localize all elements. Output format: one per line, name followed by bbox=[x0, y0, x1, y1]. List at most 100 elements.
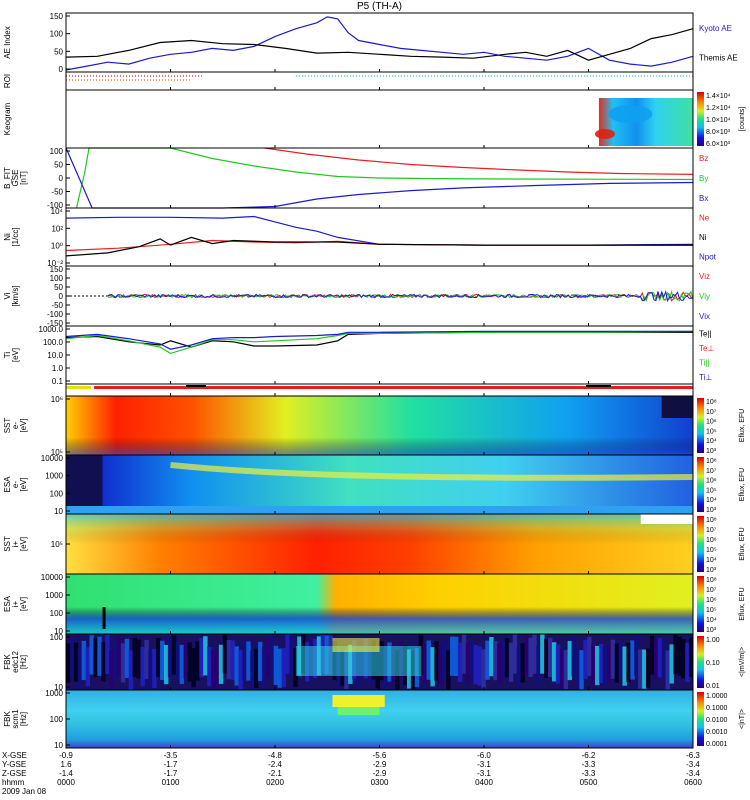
fbk-edc12-stripe bbox=[434, 641, 439, 681]
colorbar-tick-fbk_s: 1.0000 bbox=[706, 693, 728, 700]
fbk-edc12-stripe bbox=[622, 646, 627, 686]
ylabel-bfit: GSE bbox=[11, 170, 20, 187]
fbk-edc12-stripe bbox=[101, 642, 106, 682]
colorbar-tick-sst_e: 10³ bbox=[706, 448, 717, 455]
ti-series-ti bbox=[65, 330, 693, 350]
colorbar-fbk_e bbox=[697, 636, 704, 688]
ylabel-ni: [1/cc] bbox=[11, 227, 20, 246]
mode-bar-marker bbox=[586, 385, 611, 387]
ylabel-fbk_s: scm1 bbox=[11, 709, 20, 729]
fbk-edc12-stripe bbox=[207, 646, 212, 687]
fbk-edc12-stripe bbox=[457, 642, 463, 683]
colorbar-tick-esa_e: 10⁵ bbox=[706, 487, 717, 494]
fbk-edc12-stripe bbox=[634, 636, 639, 676]
ytick-fbk_s: 1000 bbox=[45, 689, 63, 698]
mode-bar-fast bbox=[94, 386, 693, 389]
ylabel-sst_e: e- bbox=[11, 422, 20, 429]
colorbar-label-esa_e: Eflux, EFU bbox=[739, 468, 746, 501]
panel-frame-ni bbox=[65, 207, 694, 267]
fbk-edc12-stripe bbox=[156, 637, 161, 678]
fbk-edc12-stripe bbox=[187, 642, 192, 682]
fbk-edc12-stripe bbox=[497, 643, 502, 683]
fbk-edc12-stripe bbox=[583, 639, 588, 680]
xaxis-tick-value: 0300 bbox=[371, 778, 389, 787]
ytick-ae: 100 bbox=[50, 30, 64, 39]
fbk-edc12-stripe bbox=[66, 643, 71, 683]
ytick-ti: 0.1 bbox=[52, 377, 64, 386]
xaxis-tick-value: -5.6 bbox=[373, 751, 387, 760]
fbk-edc12-stripe bbox=[128, 650, 134, 690]
colorbar-tick-fbk_e: 0.10 bbox=[706, 660, 720, 667]
colorbar-tick-sst_e: 10⁸ bbox=[706, 399, 717, 406]
ylabel-sst_i: SST bbox=[3, 536, 12, 552]
ytick-ni: 10² bbox=[51, 224, 63, 233]
colorbar-label-esa_i: Eflux, EFU bbox=[739, 587, 746, 620]
ylabel-ni: Ni bbox=[3, 233, 12, 241]
fbk-edc12-stripe bbox=[422, 643, 428, 683]
plot-title: P5 (TH-A) bbox=[357, 1, 402, 12]
fbk-edc12-stripe bbox=[258, 641, 263, 682]
xaxis-tick-value: -0.9 bbox=[59, 751, 73, 760]
fbk-edc12-stripe bbox=[273, 645, 279, 685]
ytick-ni: 10⁰ bbox=[51, 242, 63, 251]
sst-ion-gap bbox=[640, 514, 693, 524]
fbk-edc12-stripe bbox=[540, 634, 545, 674]
fbk-edc12-stripe bbox=[438, 646, 443, 686]
ti-series-te bbox=[65, 331, 693, 348]
fbk-edc12-stripe bbox=[544, 638, 549, 678]
xaxis-tick-value: -3.5 bbox=[164, 751, 178, 760]
fbk-edc12-stripe bbox=[598, 643, 604, 684]
fbk-edc12-stripe bbox=[512, 634, 518, 674]
ylabel-fbk_e: edc12 bbox=[11, 651, 20, 673]
fbk-edc12-stripe bbox=[528, 637, 533, 677]
fbk-edc12-stripe bbox=[450, 636, 455, 676]
ylabel-sst_i: [eV] bbox=[19, 537, 28, 551]
fbk-edc12-stripe bbox=[469, 640, 475, 680]
sst-electron-gap bbox=[661, 396, 693, 418]
fbk-edc12-peak bbox=[332, 638, 380, 652]
colorbar-tick-esa_i: 10⁷ bbox=[706, 587, 717, 594]
fbk-edc12-stripe bbox=[465, 642, 471, 682]
fbk-edc12-stripe bbox=[559, 649, 565, 690]
fbk-edc12-stripe bbox=[132, 637, 138, 678]
xaxis-tick-value: -2.9 bbox=[373, 769, 387, 778]
ytick-bfit: 0 bbox=[59, 174, 64, 183]
fbk-edc12-stripe bbox=[293, 647, 298, 688]
fbk-edc12-stripe bbox=[73, 642, 79, 682]
fbk-edc12-stripe bbox=[191, 648, 196, 688]
ylabel-esa_e: ESA bbox=[3, 476, 12, 493]
ytick-esa_i: 1000 bbox=[45, 591, 63, 600]
ylabel-esa_i: [eV] bbox=[19, 597, 28, 611]
ytick-fbk_s: 10 bbox=[54, 741, 63, 750]
fbk-edc12-stripe bbox=[653, 639, 659, 679]
fbk-edc12-stripe bbox=[265, 638, 271, 678]
xaxis-tick-value: -1.7 bbox=[164, 769, 178, 778]
fbk-edc12-stripe bbox=[638, 649, 643, 689]
fbk-edc12-stripe bbox=[222, 634, 228, 674]
fbk-edc12-stripe bbox=[442, 640, 447, 680]
colorbar-tick-sst_e: 10⁷ bbox=[706, 409, 717, 416]
colorbar-tick-esa_i: 10⁵ bbox=[706, 607, 717, 614]
fbk-edc12-stripe bbox=[677, 636, 682, 676]
ytick-ti: 1000.0 bbox=[39, 325, 64, 334]
fbk-edc12-stripe bbox=[595, 645, 600, 686]
keogram-feature bbox=[608, 105, 653, 123]
ylabel-vi: Vi bbox=[3, 292, 12, 299]
colorbar-tick-keogram: 1.4×10⁴ bbox=[706, 93, 731, 100]
fbk-edc12-stripe bbox=[167, 637, 173, 677]
fbk-edc12-stripe bbox=[246, 641, 251, 681]
keogram-feature bbox=[594, 129, 615, 139]
xaxis-tick-value: 0400 bbox=[475, 778, 493, 787]
ylabel-sst_e: SST bbox=[3, 418, 12, 434]
fbk-edc12-stripe bbox=[203, 636, 208, 676]
legend-ti: Ti|| bbox=[699, 358, 710, 367]
fbk-edc12-stripe bbox=[277, 648, 283, 688]
panel-frame-ti bbox=[65, 325, 694, 385]
colorbar-tick-keogram: 1.2×10⁴ bbox=[706, 105, 731, 112]
ylabel-bfit: B_FIT bbox=[3, 167, 12, 189]
fbk-edc12-stripe bbox=[89, 635, 94, 675]
legend-ti: Ti⊥ bbox=[699, 373, 712, 382]
ytick-bfit: 100 bbox=[50, 147, 64, 156]
xaxis-tick-value: 0600 bbox=[684, 778, 702, 787]
fbk-edc12-stripe bbox=[97, 636, 102, 676]
